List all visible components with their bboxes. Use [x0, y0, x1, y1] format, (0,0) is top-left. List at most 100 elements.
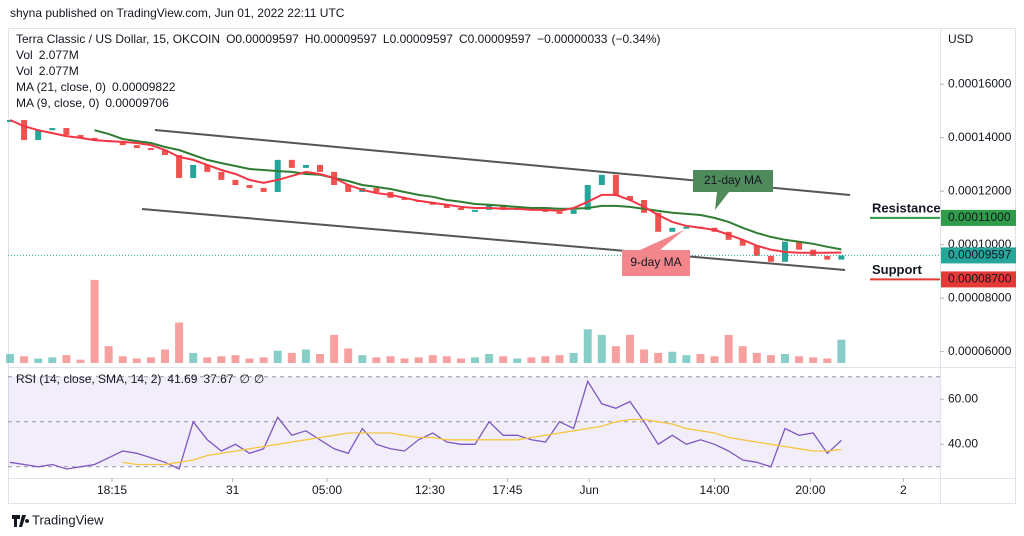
x-tick-label: 20:00: [795, 483, 825, 497]
price-body: [627, 195, 633, 200]
volume-bar: [569, 352, 578, 363]
volume-bar: [597, 334, 606, 363]
volume-bar: [626, 334, 634, 363]
x-tick-label: 18:15: [97, 483, 127, 497]
ma-value: 0.00009822: [112, 80, 176, 94]
volume-bar: [6, 354, 14, 363]
price-body: [655, 212, 662, 232]
rsi-title: RSI (14, close, SMA, 14, 2): [16, 372, 161, 386]
volume-bar: [414, 357, 423, 363]
legend-title: Terra Classic / US Dollar, 15, OKCOIN: [16, 32, 220, 46]
volume-bar: [34, 358, 43, 363]
volume-bar: [146, 357, 155, 363]
volume-bar: [456, 358, 465, 363]
price-body: [796, 241, 803, 250]
volume-bar: [766, 355, 775, 363]
volume-bar: [132, 358, 141, 363]
volume-bar: [372, 357, 381, 363]
change: −0.00000033: [537, 32, 608, 46]
volume-bar: [428, 355, 437, 363]
volume-bar: [344, 348, 353, 363]
price-body: [739, 239, 746, 246]
price-body: [274, 159, 281, 192]
rsi-line: [9, 379, 842, 470]
price-body: [232, 179, 239, 185]
axis-unit: USD: [948, 32, 974, 46]
price-body: [725, 231, 732, 240]
volume-bar: [287, 352, 296, 363]
y-tick-label: 0.00010000: [948, 237, 1012, 251]
volume-bar: [682, 355, 691, 363]
lower-trend-line: [141, 208, 846, 271]
price-body: [472, 209, 478, 212]
quote-value: 0.00009597: [235, 32, 299, 46]
volume-bar: [259, 357, 268, 363]
price-body: [612, 174, 619, 196]
rsi-extra: ∅: [239, 372, 249, 386]
volume-bar: [781, 354, 789, 363]
volume-bar: [231, 355, 240, 363]
quote-letter: H: [305, 32, 314, 46]
callout-21: [693, 170, 773, 210]
price-body: [176, 155, 183, 179]
volume-bar: [513, 358, 522, 363]
volume-bar: [217, 356, 226, 363]
x-tick-label: 14:00: [700, 483, 730, 497]
x-tick-label: Jun: [579, 483, 598, 497]
price-body: [373, 187, 380, 192]
volume-bar: [104, 346, 113, 363]
quote-value: 0.00009597: [468, 32, 532, 46]
ma-value: 0.00009706: [105, 96, 169, 110]
volume-bar: [48, 357, 57, 363]
price-body: [570, 209, 577, 214]
rsi-value: 41.69: [167, 372, 197, 386]
x-tick-label: 17:45: [492, 483, 522, 497]
chart-frame: [8, 28, 1016, 504]
volume-bar: [62, 355, 71, 363]
last-price-label: 0.00009597: [948, 248, 1012, 262]
y-tick-label: 0.00012000: [948, 183, 1012, 197]
price-body: [838, 255, 845, 260]
volume-bar: [301, 349, 310, 363]
volume-bar: [499, 356, 508, 363]
price-body: [683, 226, 690, 229]
volume-bar: [640, 349, 649, 363]
price-body: [500, 204, 507, 210]
rsi-value: 37.67: [203, 372, 233, 386]
price-body: [35, 130, 42, 141]
x-tick-label: 2: [900, 483, 907, 497]
volume-bar: [809, 357, 818, 363]
tradingview-logo: [12, 515, 30, 527]
price-body: [556, 211, 563, 214]
quote-value: 0.00009597: [313, 32, 377, 46]
volume-bar: [752, 352, 761, 363]
volume-bar: [386, 356, 395, 363]
price-body: [204, 164, 211, 172]
last-price-tag: [941, 247, 1016, 264]
price-body: [669, 227, 676, 232]
volume-bar: [76, 359, 85, 363]
price-body: [457, 208, 464, 211]
price-body: [49, 128, 56, 131]
volume-bar: [471, 357, 479, 363]
volume-bar: [710, 356, 719, 363]
volume-bar: [823, 358, 832, 363]
price-body: [119, 141, 126, 146]
level-tag-label: 0.00008700: [948, 272, 1012, 286]
volume-bar: [583, 329, 592, 363]
callout-21-text: 21-day MA: [704, 173, 762, 187]
price-body: [824, 255, 831, 260]
y-tick-label: 0.00014000: [948, 130, 1012, 144]
price-body: [260, 187, 267, 192]
level-text: Support: [872, 262, 922, 277]
price-body: [598, 174, 605, 185]
y-tick-label: 0.00008000: [948, 290, 1012, 304]
volume-bar: [485, 354, 494, 363]
price-body: [147, 148, 154, 151]
quote-letter: O: [226, 32, 235, 46]
volume-bar: [358, 355, 367, 363]
volume-bar: [161, 349, 169, 363]
chart-layer: USD 0.00006000 0.00008000 0.00010000 0.00012…: [6, 32, 1016, 497]
